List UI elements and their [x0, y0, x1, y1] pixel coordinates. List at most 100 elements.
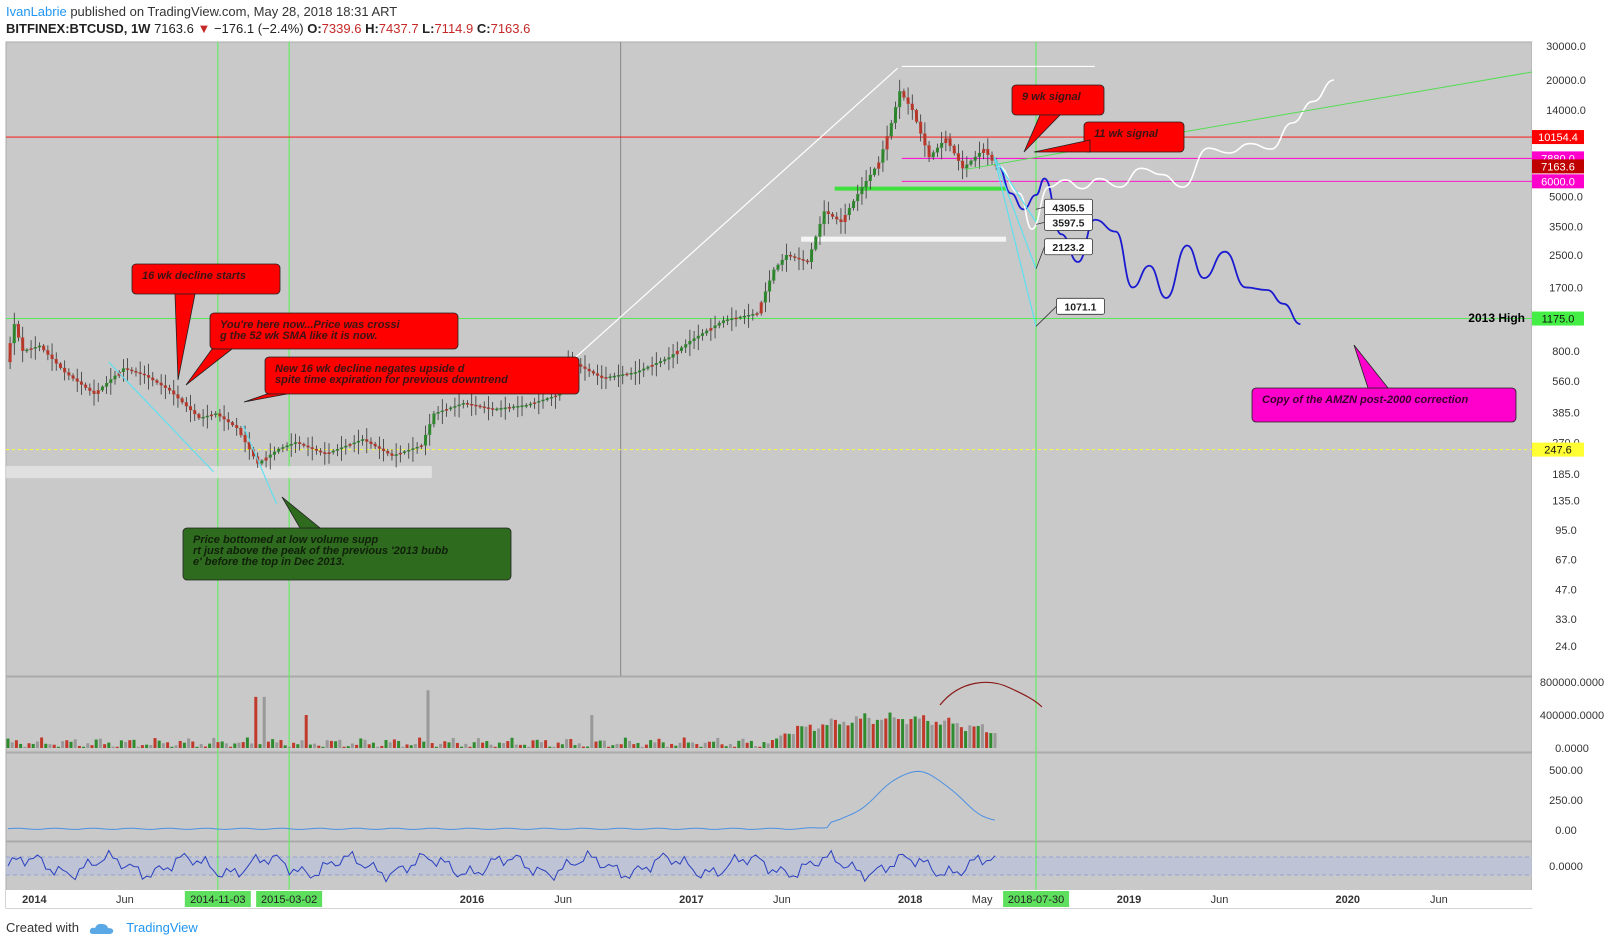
x-tick-label: 2020 — [1336, 894, 1360, 906]
callout-bottom-text: Price bottomed at low volume supp — [193, 534, 378, 546]
volume-bar — [854, 716, 858, 748]
volume-bar — [346, 746, 350, 748]
down-arrow-icon: ▼ — [197, 21, 211, 36]
volume-bar — [174, 745, 178, 748]
volume-bar — [103, 744, 107, 748]
author-link[interactable]: IvanLabrie — [6, 4, 67, 19]
candle-body — [503, 407, 507, 410]
candle-body — [671, 354, 675, 358]
x-tick-label: 2014 — [22, 894, 47, 906]
volume-bar — [287, 746, 291, 748]
candle-body — [688, 340, 692, 345]
volume-bar — [262, 696, 266, 748]
candle-body — [986, 149, 990, 155]
candle-body — [931, 152, 935, 158]
volume-bar — [985, 732, 989, 748]
candle-body — [155, 380, 159, 383]
volume-bar — [682, 737, 686, 748]
volume-bar — [577, 743, 581, 748]
candle-body — [105, 382, 109, 387]
candle-body — [436, 412, 440, 414]
volume-bar — [791, 734, 795, 748]
cyan-projection-arrow — [993, 156, 1037, 269]
volume-bar — [947, 717, 951, 748]
tradingview-link[interactable]: TradingView — [126, 920, 198, 935]
candle-body — [365, 439, 369, 442]
volume-bar — [968, 725, 972, 748]
candle-body — [629, 373, 633, 375]
candle-body — [210, 414, 214, 417]
candle-body — [251, 449, 255, 457]
candle-body — [37, 345, 41, 348]
callout-9wk-pointer — [1023, 114, 1061, 153]
candle-body — [797, 257, 801, 260]
candle-body — [29, 348, 33, 350]
candle-body — [948, 138, 952, 146]
volume-bar — [770, 740, 774, 748]
volume-bar — [23, 746, 27, 748]
volume-bar — [413, 744, 417, 748]
volume-bar — [716, 737, 720, 748]
volume-bar — [758, 746, 762, 748]
candle-body — [331, 450, 335, 453]
y-tick-label: 5000.0 — [1549, 192, 1583, 204]
candle-body — [453, 406, 457, 408]
indicator2-band — [6, 857, 1532, 875]
y-tick-label: 14000.0 — [1546, 105, 1586, 117]
volume-bar — [397, 740, 401, 748]
candle-body — [533, 402, 537, 404]
y-tick-label: 560.0 — [1552, 376, 1580, 388]
volume-bar — [338, 739, 342, 748]
time-axis — [6, 890, 1532, 908]
volume-bar — [594, 741, 598, 748]
candle-body — [377, 446, 381, 449]
volume-bar — [350, 743, 354, 748]
last-price: 7163.6 — [154, 21, 194, 36]
volume-bar — [65, 740, 69, 748]
indicator2-tick-label: 0.0000 — [1549, 861, 1583, 873]
candle-body — [243, 435, 247, 443]
candle-body — [432, 413, 436, 425]
tradingview-cloud-icon — [89, 923, 113, 934]
callout-new-decline-text: spite time expiration for previous downt… — [275, 374, 508, 386]
candle-body — [780, 259, 784, 265]
volume-bar — [6, 738, 10, 748]
callout-11wk-pointer — [1033, 139, 1091, 153]
price-axis-tag — [1532, 442, 1584, 457]
volume-bar — [132, 739, 136, 748]
volume-bar — [195, 746, 199, 748]
volume-bar — [535, 739, 539, 748]
y-tick-label: 385.0 — [1552, 407, 1580, 419]
candle-body — [973, 156, 977, 161]
candle-body — [528, 403, 532, 406]
candle-body — [382, 448, 386, 452]
candle-body — [424, 434, 428, 446]
candle-body — [461, 403, 465, 405]
candle-body — [239, 428, 243, 436]
candle-body — [369, 441, 373, 444]
volume-bar — [187, 738, 191, 748]
volume-bar — [812, 730, 816, 748]
candle-body — [990, 154, 994, 161]
volume-bar — [359, 738, 363, 748]
candle-body — [608, 376, 612, 379]
volume-bar — [913, 716, 917, 748]
candle-body — [541, 399, 545, 402]
volume-bar — [455, 742, 459, 748]
volume-bar — [367, 744, 371, 748]
volume-bar — [636, 742, 640, 748]
volume-bar — [712, 741, 716, 748]
volume-bar — [775, 738, 779, 748]
low-value: 7114.9 — [434, 21, 474, 36]
volume-ma-line — [939, 681, 1043, 708]
candle-body — [625, 373, 629, 376]
volume-bar — [644, 744, 648, 748]
volume-bar — [867, 717, 871, 748]
callout-new-decline-text: New 16 wk decline negates upside d — [275, 363, 465, 375]
volume-bar — [623, 737, 627, 748]
volume-bar — [699, 746, 703, 748]
volume-bar — [523, 744, 527, 748]
candle-body — [277, 448, 281, 452]
candle-body — [46, 350, 50, 355]
candle-body — [54, 359, 58, 364]
